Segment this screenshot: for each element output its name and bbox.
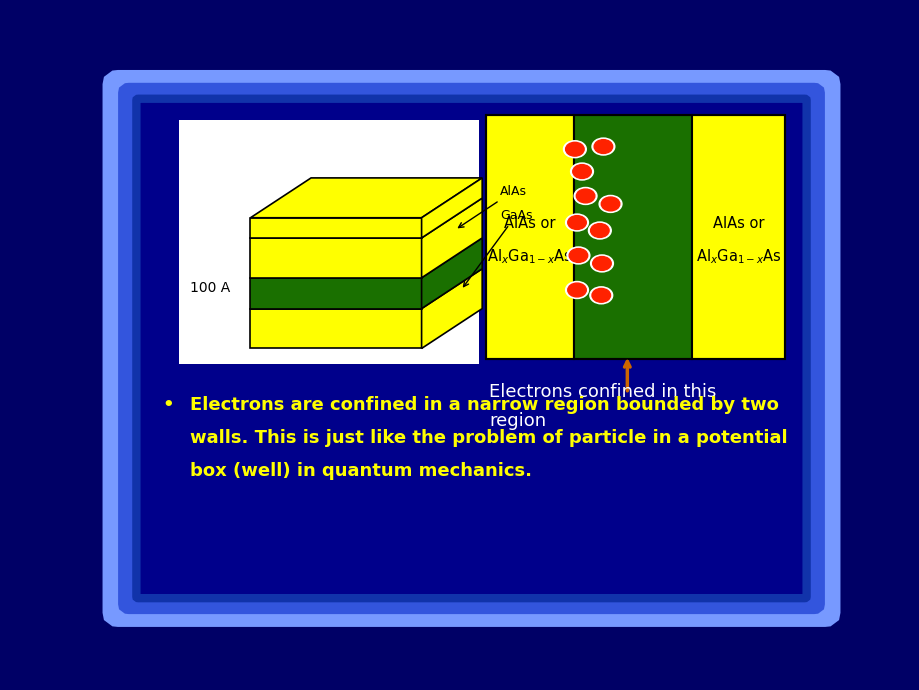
Polygon shape — [250, 218, 421, 238]
Circle shape — [565, 142, 584, 156]
Bar — [692, 115, 784, 359]
Polygon shape — [421, 178, 482, 238]
Bar — [573, 115, 692, 359]
Circle shape — [598, 195, 621, 213]
Circle shape — [573, 188, 596, 204]
Text: Electrons are confined in a narrow region bounded by two: Electrons are confined in a narrow regio… — [189, 396, 777, 414]
Text: GaAs: GaAs — [463, 208, 532, 286]
Polygon shape — [250, 238, 421, 278]
Text: region: region — [489, 412, 546, 430]
Bar — [485, 115, 784, 359]
Circle shape — [562, 141, 585, 158]
Circle shape — [591, 288, 610, 302]
Text: •: • — [163, 396, 174, 414]
Polygon shape — [421, 269, 482, 348]
Circle shape — [565, 282, 588, 299]
Text: Electrons confined in this: Electrons confined in this — [489, 383, 716, 401]
FancyBboxPatch shape — [140, 101, 802, 595]
Text: AlAs or: AlAs or — [504, 216, 555, 231]
Text: walls. This is just like the problem of particle in a potential: walls. This is just like the problem of … — [189, 429, 787, 447]
Polygon shape — [250, 308, 421, 348]
Circle shape — [567, 215, 585, 230]
Circle shape — [590, 255, 613, 272]
Circle shape — [567, 283, 585, 297]
Bar — [179, 120, 478, 364]
Polygon shape — [250, 269, 482, 308]
Circle shape — [592, 257, 610, 270]
Circle shape — [601, 197, 619, 211]
Text: Al$_x$Ga$_{1-x}$As: Al$_x$Ga$_{1-x}$As — [486, 248, 573, 266]
Circle shape — [570, 163, 593, 180]
Polygon shape — [421, 198, 482, 278]
Polygon shape — [421, 238, 482, 308]
Polygon shape — [250, 198, 482, 238]
Circle shape — [588, 222, 610, 239]
Text: AlAs: AlAs — [458, 185, 527, 228]
Polygon shape — [250, 238, 482, 278]
Text: AlAs or: AlAs or — [712, 216, 764, 231]
Polygon shape — [250, 178, 482, 218]
Circle shape — [594, 139, 612, 153]
Text: 100 A: 100 A — [189, 281, 230, 295]
Circle shape — [590, 224, 608, 237]
Circle shape — [575, 189, 595, 203]
Polygon shape — [250, 278, 421, 308]
Circle shape — [566, 247, 589, 264]
Circle shape — [565, 214, 588, 231]
Circle shape — [573, 165, 591, 179]
Circle shape — [569, 248, 587, 262]
Circle shape — [589, 287, 612, 304]
Text: Al$_x$Ga$_{1-x}$As: Al$_x$Ga$_{1-x}$As — [695, 248, 781, 266]
Bar — [485, 115, 573, 359]
Circle shape — [591, 138, 614, 155]
Text: box (well) in quantum mechanics.: box (well) in quantum mechanics. — [189, 462, 531, 480]
